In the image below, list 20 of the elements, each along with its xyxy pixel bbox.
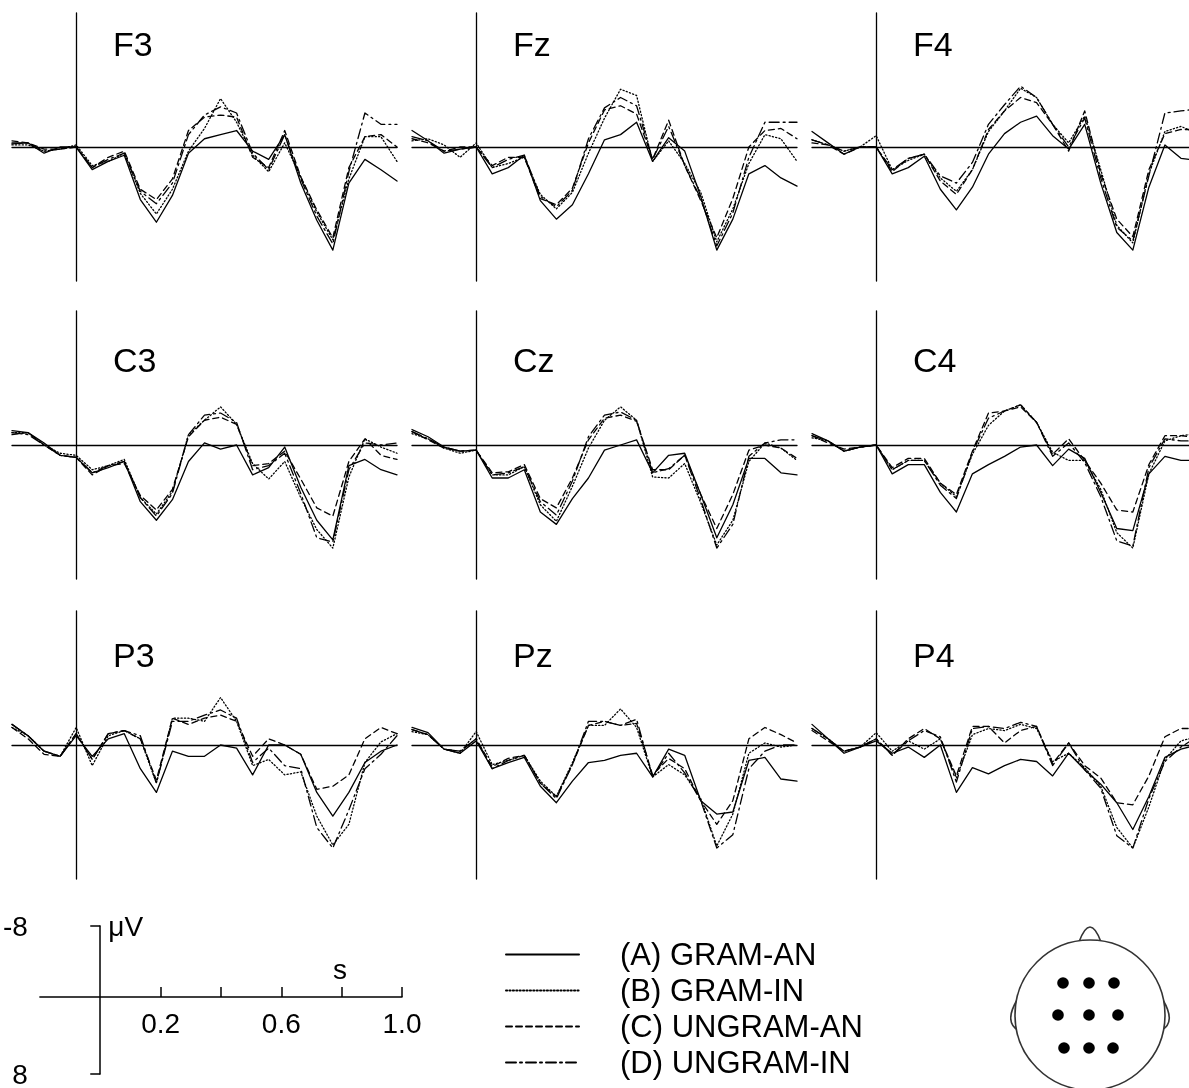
y-tick-label: 8	[12, 1058, 28, 1088]
legend-label: (A) GRAM-AN	[620, 937, 817, 972]
chart-title: F4	[913, 25, 953, 63]
chart-title: P4	[913, 636, 955, 674]
chart-title: P3	[113, 636, 155, 674]
chart-title: Fz	[513, 25, 551, 63]
x-tick-label: 0.2	[141, 1007, 181, 1039]
chart-title: C4	[913, 341, 957, 379]
x-tick-label: 0.6	[261, 1007, 301, 1039]
x-tick-label: 1.0	[382, 1007, 422, 1039]
legend-label: (B) GRAM-IN	[620, 973, 805, 1008]
chart-title: F3	[113, 25, 153, 63]
y-axis-title: μV	[108, 910, 144, 942]
legend-label: (D) UNGRAM-IN	[620, 1045, 851, 1080]
chart-title: Pz	[513, 636, 553, 674]
chart-title: C3	[113, 341, 157, 379]
chart-title: Cz	[513, 341, 555, 379]
legend-label: (C) UNGRAM-AN	[620, 1009, 863, 1044]
y-tick-label: -8	[2, 910, 28, 942]
x-axis-title: s	[333, 953, 347, 985]
